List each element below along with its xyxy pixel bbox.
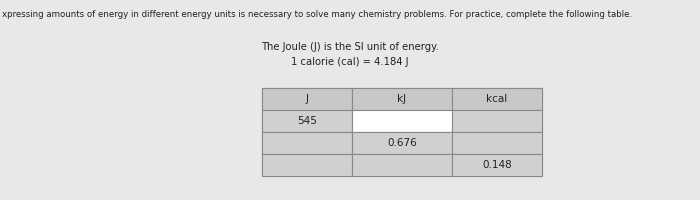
Text: kcal: kcal bbox=[486, 94, 507, 104]
Bar bbox=[352, 154, 452, 176]
Bar bbox=[352, 132, 452, 154]
Text: J: J bbox=[305, 94, 309, 104]
Text: kJ: kJ bbox=[398, 94, 407, 104]
Bar bbox=[262, 154, 352, 176]
Bar bbox=[452, 154, 542, 176]
Bar bbox=[262, 88, 352, 110]
Bar bbox=[452, 110, 542, 132]
Bar bbox=[262, 110, 352, 132]
Text: 0.148: 0.148 bbox=[482, 160, 512, 170]
Bar bbox=[262, 88, 542, 176]
Bar bbox=[452, 132, 542, 154]
Text: 0.676: 0.676 bbox=[387, 138, 417, 148]
Bar bbox=[452, 88, 542, 110]
Text: 545: 545 bbox=[297, 116, 317, 126]
Text: xpressing amounts of energy in different energy units is necessary to solve many: xpressing amounts of energy in different… bbox=[2, 10, 632, 19]
Text: The Joule (J) is the SI unit of energy.: The Joule (J) is the SI unit of energy. bbox=[261, 42, 439, 52]
Bar bbox=[352, 88, 452, 110]
Bar bbox=[262, 132, 352, 154]
Text: 1 calorie (cal) = 4.184 J: 1 calorie (cal) = 4.184 J bbox=[291, 57, 409, 67]
Bar bbox=[352, 110, 452, 132]
